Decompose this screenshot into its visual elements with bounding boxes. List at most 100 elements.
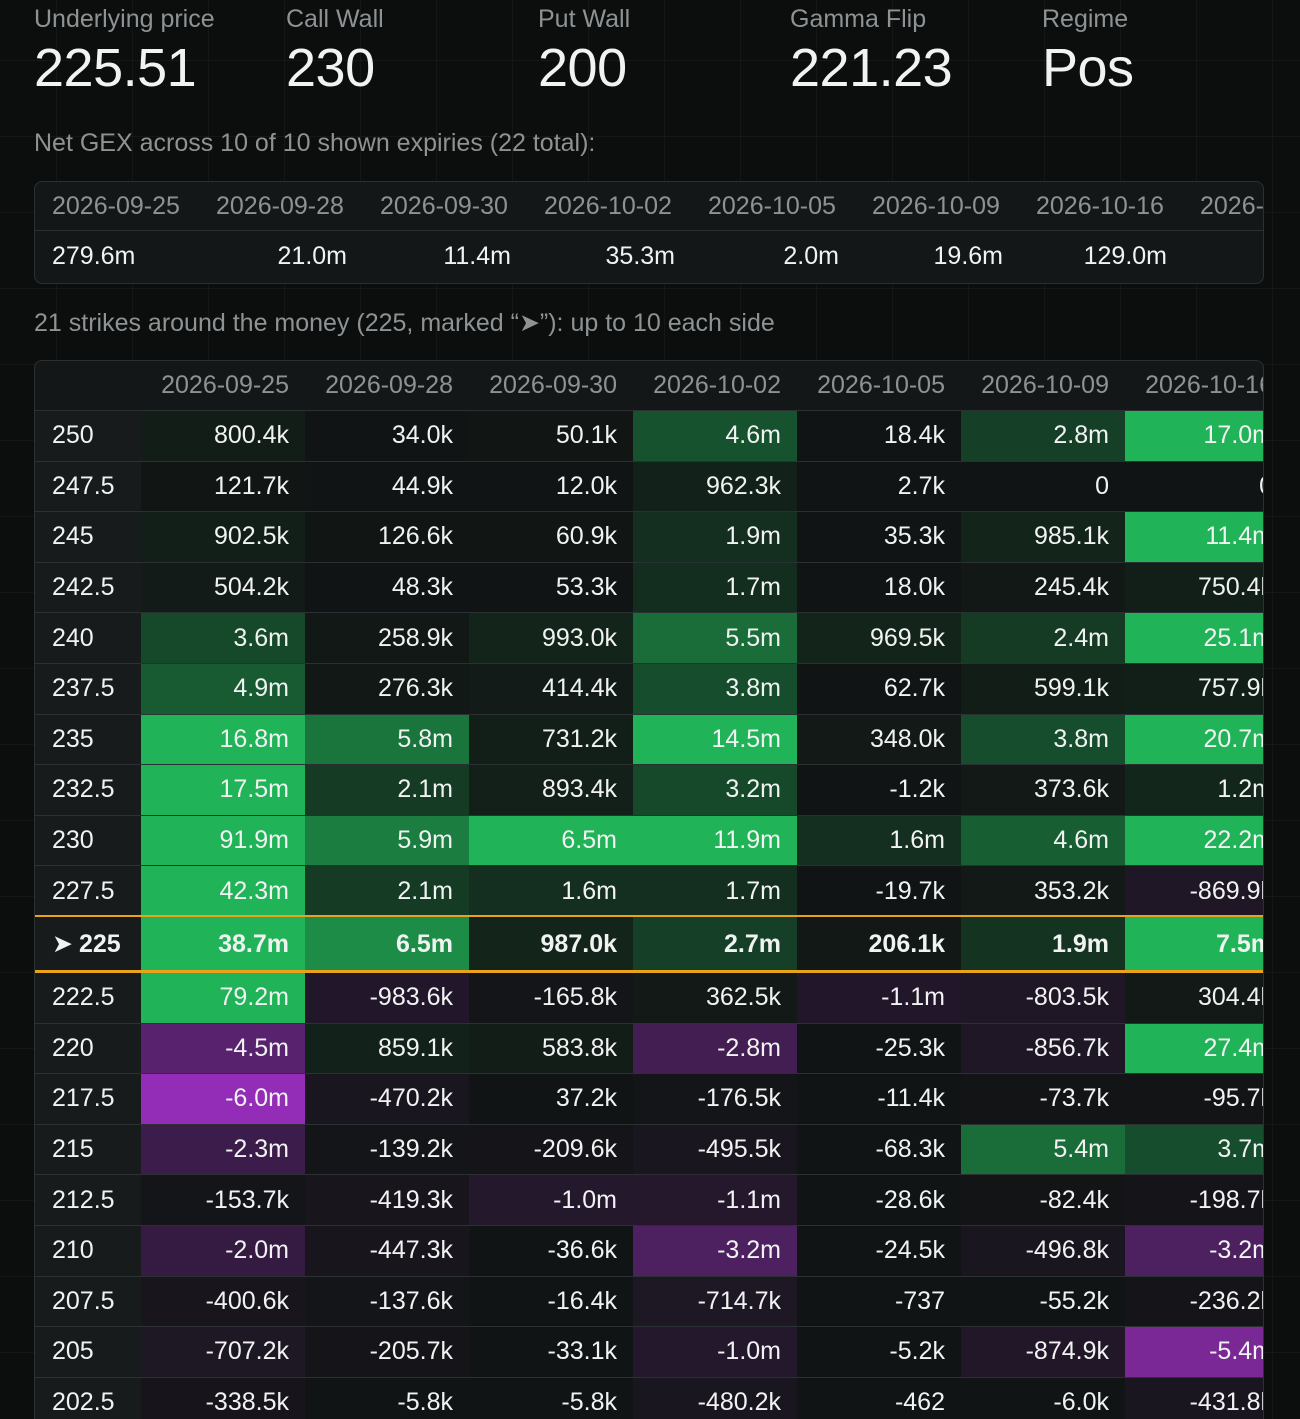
- gex-cell[interactable]: -983.6k: [305, 973, 469, 1023]
- gex-cell[interactable]: -137.6k: [305, 1276, 469, 1327]
- gex-cell[interactable]: 6.5m: [305, 917, 469, 971]
- gex-cell[interactable]: 22.2m: [1125, 815, 1263, 866]
- gex-cell[interactable]: -55.2k: [961, 1276, 1125, 1327]
- gex-cell[interactable]: 985.1k: [961, 512, 1125, 562]
- gex-cell[interactable]: 902.5k: [141, 512, 305, 562]
- gex-cell[interactable]: 18.0k: [797, 562, 961, 613]
- gex-cell[interactable]: -714.7k: [633, 1276, 797, 1327]
- gex-cell[interactable]: 2.4m: [961, 613, 1125, 663]
- gex-cell[interactable]: -496.8k: [961, 1226, 1125, 1276]
- gex-cell[interactable]: 17.0m: [1125, 411, 1263, 461]
- gex-cell[interactable]: -737: [797, 1276, 961, 1327]
- gex-cell[interactable]: -470.2k: [305, 1074, 469, 1124]
- gex-cell[interactable]: 0: [961, 461, 1125, 512]
- gex-cell[interactable]: 3.8m: [961, 714, 1125, 765]
- gex-cell[interactable]: 42.3m: [141, 866, 305, 916]
- gex-cell[interactable]: 1.7m: [633, 866, 797, 916]
- gex-cell[interactable]: -1.2k: [797, 765, 961, 815]
- gex-cell[interactable]: 5.8m: [305, 714, 469, 765]
- gex-cell[interactable]: -153.7k: [141, 1175, 305, 1225]
- gex-cell[interactable]: 34.0k: [305, 411, 469, 461]
- gex-cell[interactable]: 11.9m: [633, 815, 797, 866]
- net-gex-table[interactable]: 2026-09-25 2026-09-28 2026-09-30 2026-10-02…: [34, 181, 1264, 284]
- gex-cell[interactable]: 373.6k: [961, 765, 1125, 815]
- gex-cell[interactable]: 750.4k: [1125, 562, 1263, 613]
- gex-cell[interactable]: 993.0k: [469, 613, 633, 663]
- gex-cell[interactable]: -5.2k: [797, 1327, 961, 1377]
- gex-cell[interactable]: 126.6k: [305, 512, 469, 562]
- gex-cell[interactable]: -16.4k: [469, 1276, 633, 1327]
- gex-cell[interactable]: 353.2k: [961, 866, 1125, 916]
- gex-cell[interactable]: 91.9m: [141, 815, 305, 866]
- gex-cell[interactable]: 4.9m: [141, 664, 305, 714]
- gex-cell[interactable]: -5.8k: [305, 1377, 469, 1419]
- gex-cell[interactable]: -25.3k: [797, 1023, 961, 1074]
- gex-cell[interactable]: -495.5k: [633, 1124, 797, 1175]
- gex-cell[interactable]: 11.4m: [1125, 512, 1263, 562]
- gex-cell[interactable]: 0: [1125, 461, 1263, 512]
- gex-cell[interactable]: -176.5k: [633, 1074, 797, 1124]
- gex-cell[interactable]: 3.6m: [141, 613, 305, 663]
- gex-cell[interactable]: 50.1k: [469, 411, 633, 461]
- gex-cell[interactable]: 362.5k: [633, 973, 797, 1023]
- gex-cell[interactable]: 44.9k: [305, 461, 469, 512]
- gex-cell[interactable]: 3.8m: [633, 664, 797, 714]
- gex-cell[interactable]: -803.5k: [961, 973, 1125, 1023]
- gex-cell[interactable]: 969.5k: [797, 613, 961, 663]
- gex-cell[interactable]: 5.9m: [305, 815, 469, 866]
- gex-cell[interactable]: -36.6k: [469, 1226, 633, 1276]
- strike-gex-table[interactable]: 2026-09-25 2026-09-28 2026-09-30 2026-10-02…: [34, 360, 1264, 1419]
- gex-cell[interactable]: -6.0m: [141, 1074, 305, 1124]
- gex-cell[interactable]: 1.9m: [633, 512, 797, 562]
- gex-cell[interactable]: -2.0m: [141, 1226, 305, 1276]
- gex-cell[interactable]: 2.1m: [305, 866, 469, 916]
- gex-cell[interactable]: 1.7m: [633, 562, 797, 613]
- gex-cell[interactable]: -28.6k: [797, 1175, 961, 1225]
- gex-cell[interactable]: -82.4k: [961, 1175, 1125, 1225]
- gex-cell[interactable]: 504.2k: [141, 562, 305, 613]
- gex-cell[interactable]: 1.9m: [961, 917, 1125, 971]
- gex-cell[interactable]: 757.9k: [1125, 664, 1263, 714]
- gex-cell[interactable]: -480.2k: [633, 1377, 797, 1419]
- gex-cell[interactable]: -2.8m: [633, 1023, 797, 1074]
- gex-cell[interactable]: 48.3k: [305, 562, 469, 613]
- gex-cell[interactable]: -198.7k: [1125, 1175, 1263, 1225]
- gex-cell[interactable]: -3.2m: [633, 1226, 797, 1276]
- gex-cell[interactable]: 79.2m: [141, 973, 305, 1023]
- gex-cell[interactable]: -19.7k: [797, 866, 961, 916]
- gex-cell[interactable]: -869.9k: [1125, 866, 1263, 916]
- gex-cell[interactable]: -73.7k: [961, 1074, 1125, 1124]
- gex-cell[interactable]: -1.0m: [469, 1175, 633, 1225]
- gex-cell[interactable]: -338.5k: [141, 1377, 305, 1419]
- gex-cell[interactable]: 599.1k: [961, 664, 1125, 714]
- gex-cell[interactable]: -462: [797, 1377, 961, 1419]
- gex-cell[interactable]: 20.7m: [1125, 714, 1263, 765]
- gex-cell[interactable]: -165.8k: [469, 973, 633, 1023]
- gex-cell[interactable]: 2.1m: [305, 765, 469, 815]
- gex-cell[interactable]: 1.6m: [469, 866, 633, 916]
- gex-cell[interactable]: 17.5m: [141, 765, 305, 815]
- gex-cell[interactable]: 4.6m: [961, 815, 1125, 866]
- gex-cell[interactable]: 16.8m: [141, 714, 305, 765]
- gex-cell[interactable]: -431.8k: [1125, 1377, 1263, 1419]
- gex-cell[interactable]: 2.7k: [797, 461, 961, 512]
- gex-cell[interactable]: -419.3k: [305, 1175, 469, 1225]
- gex-cell[interactable]: 1.2m: [1125, 765, 1263, 815]
- gex-cell[interactable]: 5.4m: [961, 1124, 1125, 1175]
- gex-cell[interactable]: 731.2k: [469, 714, 633, 765]
- gex-cell[interactable]: 27.4m: [1125, 1023, 1263, 1074]
- gex-cell[interactable]: 348.0k: [797, 714, 961, 765]
- gex-cell[interactable]: 583.8k: [469, 1023, 633, 1074]
- gex-cell[interactable]: -236.2k: [1125, 1276, 1263, 1327]
- gex-cell[interactable]: -6.0k: [961, 1377, 1125, 1419]
- gex-cell[interactable]: -5.4m: [1125, 1327, 1263, 1377]
- gex-cell[interactable]: -33.1k: [469, 1327, 633, 1377]
- gex-cell[interactable]: 53.3k: [469, 562, 633, 613]
- gex-cell[interactable]: 4.6m: [633, 411, 797, 461]
- gex-cell[interactable]: -95.7k: [1125, 1074, 1263, 1124]
- gex-cell[interactable]: 18.4k: [797, 411, 961, 461]
- gex-cell[interactable]: -4.5m: [141, 1023, 305, 1074]
- gex-cell[interactable]: 258.9k: [305, 613, 469, 663]
- gex-cell[interactable]: -400.6k: [141, 1276, 305, 1327]
- gex-cell[interactable]: -139.2k: [305, 1124, 469, 1175]
